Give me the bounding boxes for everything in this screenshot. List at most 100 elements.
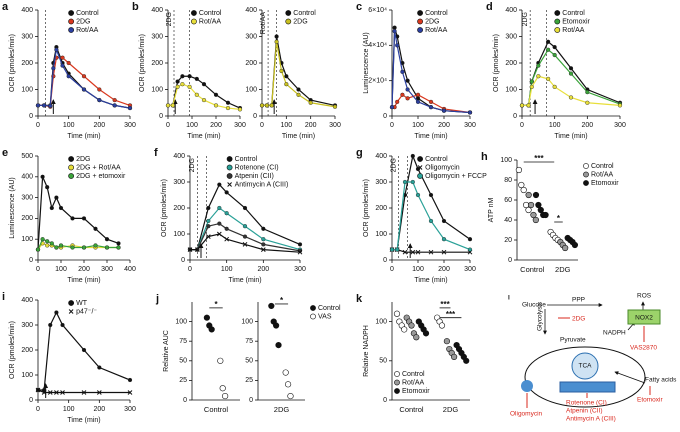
point	[213, 92, 219, 97]
legend-swatch	[554, 10, 561, 16]
y-tick-label: 0	[29, 113, 33, 120]
point	[35, 103, 41, 108]
point	[275, 342, 282, 349]
y-axis-label: OCR (pmoles/min)	[493, 34, 500, 92]
x-axis-label: Time (min)	[414, 133, 447, 140]
x-tick-label: 200	[257, 266, 269, 273]
y-tick-label: 200	[245, 60, 257, 67]
y-tick-label: 100	[375, 231, 387, 238]
injection-label: 2DG	[166, 12, 173, 26]
point	[194, 76, 199, 81]
point	[217, 357, 224, 364]
point	[58, 205, 64, 211]
atp-synthase	[521, 380, 533, 392]
point	[536, 63, 541, 68]
y-tick-label: 300	[21, 33, 33, 40]
point	[282, 369, 289, 376]
series-line	[522, 75, 621, 106]
legend-swatch	[417, 165, 423, 170]
panel-label: b	[132, 1, 139, 13]
y-tick-label: 60	[504, 197, 512, 204]
y-tick-label: 300	[505, 33, 517, 40]
point	[519, 103, 525, 108]
y-tick-label: 50	[245, 358, 253, 365]
point	[525, 206, 532, 214]
point	[224, 190, 229, 195]
y-tick-label: 400	[21, 174, 33, 181]
point	[49, 241, 54, 246]
x-tick-label: 300	[464, 266, 476, 273]
point	[205, 234, 211, 239]
x-tick-label: Control	[520, 265, 545, 274]
point	[467, 237, 473, 242]
point	[217, 221, 222, 226]
point	[428, 99, 434, 104]
legend-label: Oligomycin + FCCP	[425, 173, 487, 180]
x-tick-label: 0	[188, 266, 192, 273]
point	[93, 226, 98, 231]
point	[127, 390, 133, 395]
point	[187, 247, 193, 252]
x-axis-label: Time (min)	[187, 133, 220, 140]
point	[467, 247, 473, 252]
vas2870: VAS2870	[630, 345, 657, 352]
legend-swatch	[417, 27, 423, 33]
y-tick-label: 40	[504, 217, 512, 224]
injection-label: 2DG	[390, 158, 397, 172]
y-tick-label: 0	[29, 257, 33, 264]
legend-label: Control	[199, 10, 222, 17]
point	[408, 322, 415, 329]
y-tick-label: 0	[383, 397, 387, 404]
point	[297, 242, 303, 247]
antimycin: Antimycin A (CIII)	[566, 416, 616, 423]
y-axis-label: Luminescence (AU)	[363, 32, 370, 93]
point	[180, 82, 185, 87]
injection-label: 2DG	[522, 12, 529, 26]
point	[438, 322, 446, 329]
legend-label: 2DG	[76, 156, 90, 163]
point	[279, 68, 284, 74]
tca-cycle	[571, 352, 599, 380]
y-axis-label: OCR (pmoles/min)	[139, 34, 146, 92]
y-axis-label: OCR (pmoles/min)	[9, 321, 16, 379]
significance-label: ***	[446, 310, 456, 319]
panel-label: a	[2, 1, 9, 13]
point	[296, 92, 301, 97]
significance-label: ***	[534, 154, 544, 163]
point	[54, 310, 59, 315]
point	[260, 247, 266, 252]
point	[201, 82, 207, 87]
point	[81, 74, 87, 79]
legend-swatch	[417, 173, 423, 179]
point	[308, 100, 313, 105]
y-tick-label: 0	[29, 397, 33, 404]
legend-swatch	[583, 163, 589, 169]
point	[242, 242, 248, 247]
y-axis-label: Relative NADPH	[363, 325, 370, 377]
x-tick-label: 200	[93, 406, 105, 413]
point	[45, 185, 50, 190]
point	[180, 74, 185, 79]
point	[529, 79, 534, 84]
legend-label: Control	[318, 305, 341, 312]
y-tick-label: 300	[173, 179, 185, 186]
y-tick-label: 100	[21, 236, 33, 243]
point	[410, 179, 415, 185]
point	[422, 330, 430, 337]
point	[532, 191, 540, 199]
significance-label: ***	[440, 300, 450, 309]
point	[81, 390, 87, 395]
legend-swatch	[417, 156, 423, 162]
legend-label: Rot/AA	[76, 27, 99, 34]
y-axis-label: Luminescence (AU)	[9, 177, 16, 238]
x-tick-label: 0	[36, 406, 40, 413]
panel-label: e	[2, 147, 8, 159]
point	[81, 245, 87, 250]
point	[187, 84, 192, 89]
point	[441, 249, 447, 255]
x-tick-label: 2DG	[555, 265, 571, 274]
legend-swatch	[227, 182, 232, 187]
point	[35, 387, 41, 393]
point	[47, 390, 53, 395]
point	[515, 166, 523, 174]
